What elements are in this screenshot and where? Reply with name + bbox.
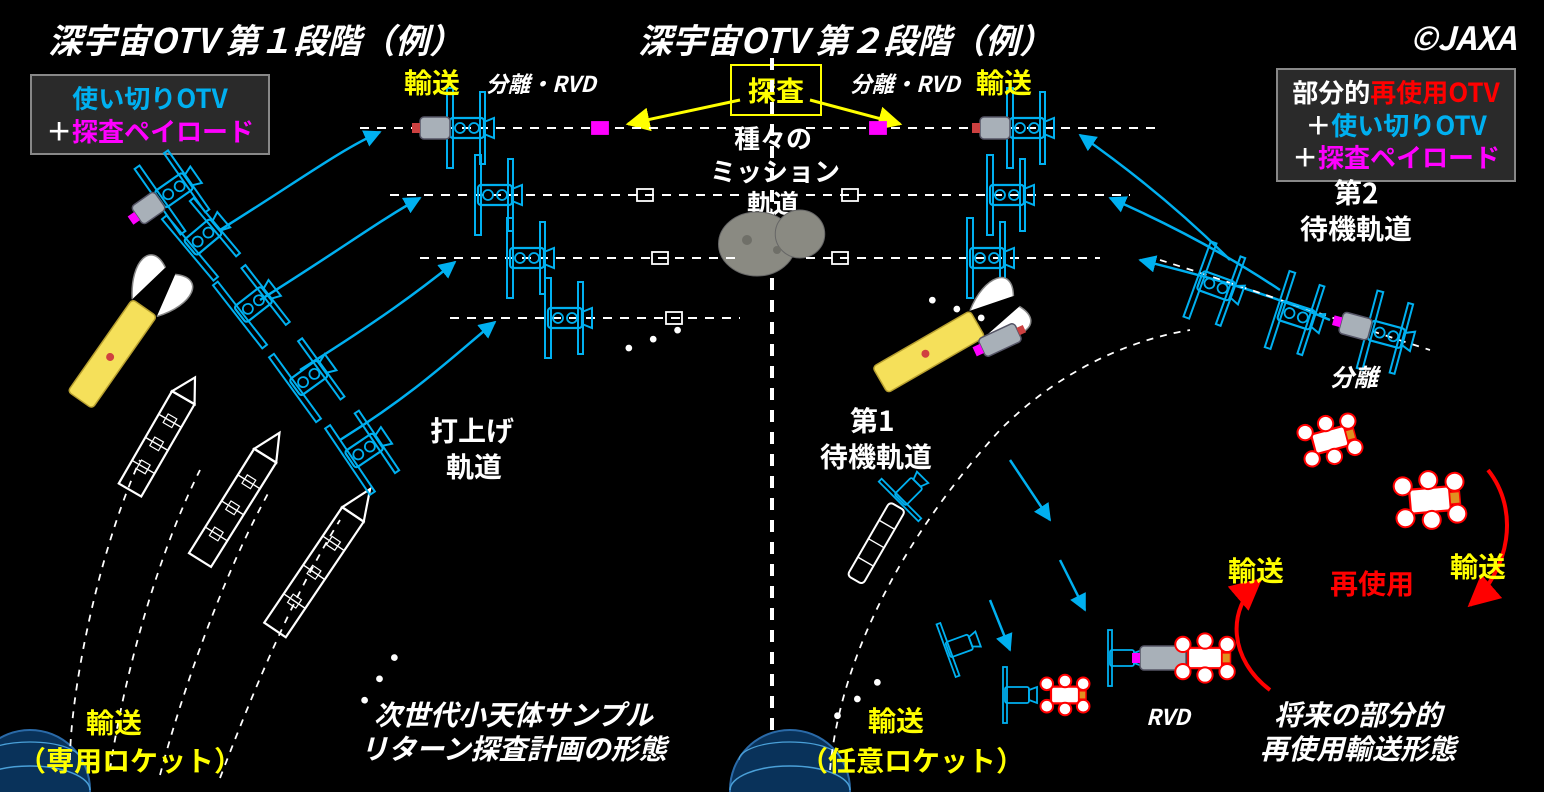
footer-left: 次世代小天体サンプル リターン探査計画の形態 <box>360 698 667 765</box>
label-right-yusou_R2: 輸送 <box>1450 546 1506 586</box>
title-right: 深宇宙OTV 第２段階（例） <box>638 14 1053 63</box>
legend-right-l1: 再使用OTV <box>1370 73 1499 110</box>
label-right-sep_rvd: 分離・RVD <box>850 67 960 99</box>
tansa-box: 探査 <box>730 64 822 116</box>
legend-left: 使い切りOTV ＋探査ペイロード <box>30 74 270 155</box>
label-right-first_orbit_l1: 第1 <box>850 400 895 440</box>
footer-right: 将来の部分的 再使用輸送形態 <box>1260 698 1456 765</box>
label-left-launch_orbit_l2: 軌道 <box>446 446 502 486</box>
label-right-rvd: RVD <box>1146 700 1190 732</box>
label-right-rocket_bot: （任意ロケット） <box>800 740 1024 780</box>
label-left-sep_rvd: 分離・RVD <box>486 67 596 99</box>
legend-right-l2pre: ＋ <box>1305 106 1331 143</box>
label-left-launch_orbit_l1: 打上げ <box>430 410 514 450</box>
footer-right-l2: 再使用輸送形態 <box>1260 732 1456 766</box>
legend-right-l3pre: ＋ <box>1292 138 1318 175</box>
legend-left-l2: 探査ペイロード <box>72 112 254 149</box>
label-right-reuse: 再使用 <box>1330 563 1414 603</box>
legend-left-l1: 使い切りOTV <box>72 79 227 116</box>
mission-orbit-l3: 軌道 <box>710 187 836 220</box>
label-left-rocket_bot: （専用ロケット） <box>18 740 242 780</box>
footer-left-l1: 次世代小天体サンプル <box>360 698 667 732</box>
mission-orbit-l1: 種々の <box>710 122 836 155</box>
legend-left-l2pre: ＋ <box>46 112 72 149</box>
label-left-dots1: ・・・ <box>610 308 696 369</box>
mission-orbit-l2: ミッション <box>710 155 836 188</box>
label-right-second_orbit_l1: 第2 <box>1334 172 1379 212</box>
legend-right-l1pre: 部分的 <box>1292 73 1370 110</box>
legend-right: 部分的再使用OTV ＋使い切りOTV ＋探査ペイロード <box>1276 68 1516 182</box>
legend-right-l2: 使い切りOTV <box>1331 106 1486 143</box>
diagram-stage: 深宇宙OTV 第１段階（例） 深宇宙OTV 第２段階（例） ©JAXA 使い切り… <box>0 0 1544 792</box>
copyright: ©JAXA <box>1410 14 1516 60</box>
label-right-bunri: 分離 <box>1330 358 1378 393</box>
footer-right-l1: 将来の部分的 <box>1260 698 1456 732</box>
legend-right-l3: 探査ペイロード <box>1318 138 1500 175</box>
label-right-dots1: ・・・ <box>914 278 1000 339</box>
mission-orbit-label: 種々の ミッション 軌道 <box>710 122 836 220</box>
label-left-yusou_top: 輸送 <box>404 62 460 102</box>
title-left: 深宇宙OTV 第１段階（例） <box>48 14 463 63</box>
label-right-first_orbit_l2: 待機軌道 <box>820 436 932 476</box>
label-right-yusou_top: 輸送 <box>976 62 1032 102</box>
label-right-second_orbit_l2: 待機軌道 <box>1300 208 1412 248</box>
footer-left-l2: リターン探査計画の形態 <box>360 732 667 766</box>
label-left-yusou_bot: 輸送 <box>86 702 142 742</box>
label-right-yusou_midR: 輸送 <box>1228 550 1284 590</box>
